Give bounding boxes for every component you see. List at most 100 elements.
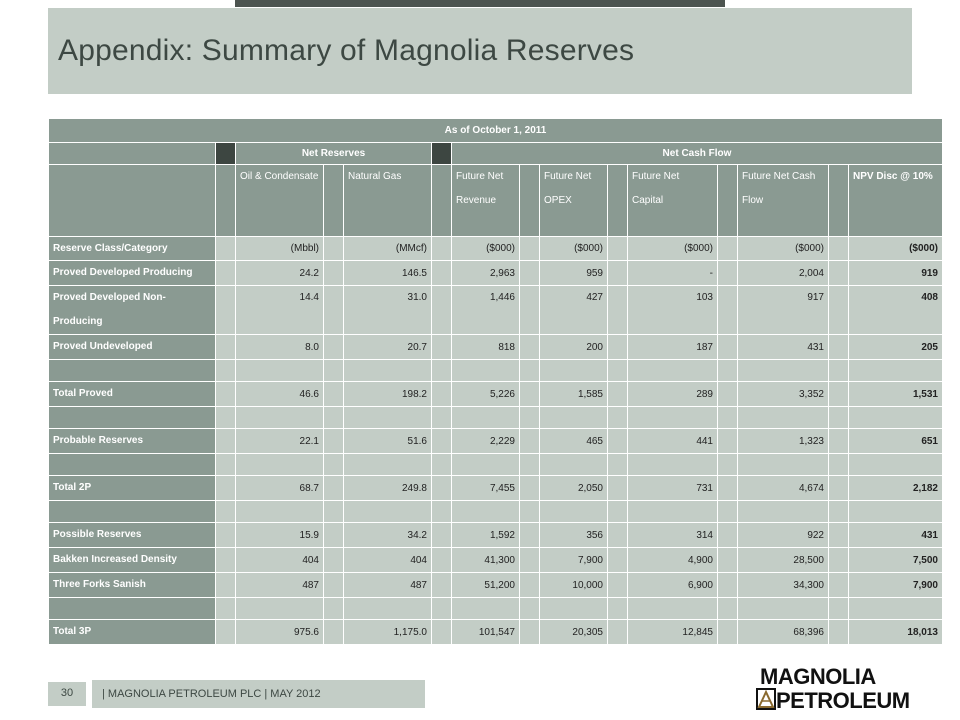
spacer-row [48,597,943,620]
cell-opex: 10,000 [539,572,608,598]
col-cashflow-header: Future Net Cash Flow [737,164,829,237]
column-gap [607,522,628,548]
spacer-cell [451,359,520,382]
spacer-cell [737,359,829,382]
cell-oil: 24.2 [235,260,324,286]
column-gap [215,475,236,501]
column-gap [323,285,344,335]
table-row: Probable Reserves 22.1 51.6 2,229 465 441 1,32… [48,428,943,454]
spacer-cell [48,597,216,620]
cell-gas: 34.2 [343,522,432,548]
header-corner [48,164,216,237]
cell-capital: 441 [627,428,718,454]
column-gap [323,597,344,620]
column-gap [323,164,344,237]
column-gap [607,475,628,501]
cell-capital: 289 [627,381,718,407]
cell-opex: 20,305 [539,619,608,645]
cell-opex: 427 [539,285,608,335]
units-revenue: ($000) [451,236,520,261]
column-gap [215,453,236,476]
cell-gas: 20.7 [343,334,432,360]
table-row: Proved Developed Non-Producing 14.4 31.0 1,… [48,285,943,335]
page-number: 30 [48,682,86,706]
column-gap [717,522,738,548]
column-gap [828,164,849,237]
table-row: Proved Undeveloped 8.0 20.7 818 200 187 431 205 [48,334,943,360]
col-npv-header: NPV Disc @ 10% [848,164,943,237]
column-gap [519,547,540,573]
row-label: Proved Developed Producing [48,260,216,286]
table-row: Total Proved 46.6 198.2 5,226 1,585 289 3,352 1… [48,381,943,407]
column-gap [215,522,236,548]
column-gap [717,428,738,454]
cell-opex: 200 [539,334,608,360]
column-gap [323,522,344,548]
cell-capital: 12,845 [627,619,718,645]
column-gap [828,475,849,501]
column-gap [607,334,628,360]
column-gap [519,285,540,335]
cell-cashflow: 431 [737,334,829,360]
table-row: Possible Reserves 15.9 34.2 1,592 356 314 922 4… [48,522,943,548]
column-gap [323,334,344,360]
cell-capital: - [627,260,718,286]
spacer-cell [48,500,216,523]
column-gap [717,359,738,382]
column-gap [717,619,738,645]
company-logo: MAGNOLIA PETROLEUM [754,664,916,714]
cell-gas: 146.5 [343,260,432,286]
cell-cashflow: 1,323 [737,428,829,454]
column-gap [431,359,452,382]
spacer-cell [343,359,432,382]
spacer-cell [451,500,520,523]
spacer-cell [539,453,608,476]
logo-line1: MAGNOLIA [760,664,876,689]
column-gap [519,406,540,429]
cell-npv: 7,500 [848,547,943,573]
row-label: Proved Undeveloped [48,334,216,360]
cell-oil: 68.7 [235,475,324,501]
cell-npv: 408 [848,285,943,335]
units-capital: ($000) [627,236,718,261]
table-row: Total 3P 975.6 1,175.0 101,547 20,305 12,845 6… [48,619,943,645]
spacer-cell [627,500,718,523]
top-accent-bar [235,0,725,7]
spacer-cell [737,500,829,523]
row-label: Total Proved [48,381,216,407]
spacer-row [48,453,943,476]
spacer-cell [48,406,216,429]
cell-gas: 404 [343,547,432,573]
column-gap [431,597,452,620]
cell-oil: 975.6 [235,619,324,645]
cell-npv: 1,531 [848,381,943,407]
cell-opex: 2,050 [539,475,608,501]
column-gap [828,597,849,620]
column-gap [431,453,452,476]
spacer-cell [737,406,829,429]
col-capital-header: Future Net Capital [627,164,718,237]
column-gap [519,359,540,382]
column-gap [717,260,738,286]
cell-gas: 249.8 [343,475,432,501]
col-oil-header: Oil & Condensate [235,164,324,237]
column-gap [828,285,849,335]
spacer-cell [235,359,324,382]
column-gap [215,428,236,454]
spacer-cell [539,597,608,620]
cell-oil: 46.6 [235,381,324,407]
cell-oil: 15.9 [235,522,324,548]
cell-capital: 187 [627,334,718,360]
row-label: Total 2P [48,475,216,501]
cell-capital: 314 [627,522,718,548]
oil-derrick-icon [756,688,776,710]
spacer-cell [235,406,324,429]
column-gap [828,619,849,645]
units-npv: ($000) [848,236,943,261]
units-cashflow: ($000) [737,236,829,261]
column-gap [215,381,236,407]
column-gap [519,428,540,454]
column-gap [215,500,236,523]
column-gap [323,500,344,523]
cell-cashflow: 68,396 [737,619,829,645]
